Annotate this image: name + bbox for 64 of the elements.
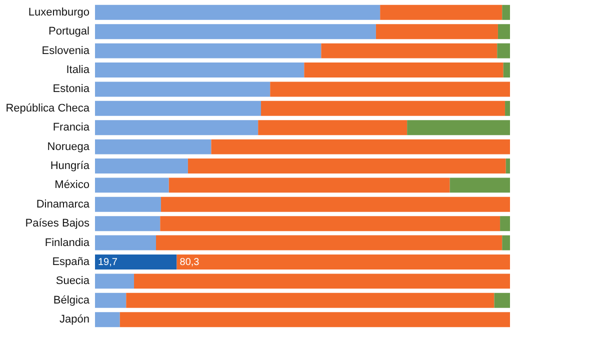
y-tick-label: Eslovenia: [42, 44, 90, 57]
bar: [95, 62, 304, 78]
bar: [160, 196, 510, 212]
bar: [95, 120, 258, 136]
bar: [95, 139, 212, 154]
bar: [160, 216, 500, 232]
bar: [95, 100, 261, 116]
bar: [211, 139, 510, 154]
bar: [95, 312, 120, 328]
data-label: 19,7: [98, 256, 118, 268]
bar: [156, 235, 502, 250]
bar: [120, 312, 510, 328]
y-tick-label: Noruega: [47, 140, 90, 153]
bar: [505, 100, 510, 116]
bar: [497, 43, 510, 58]
bar: [188, 158, 506, 174]
bar: [407, 120, 510, 136]
bar: [176, 254, 510, 270]
bar: [500, 216, 510, 232]
bar: [258, 120, 408, 136]
bar: [450, 178, 510, 193]
y-tick-label: Francia: [52, 122, 90, 134]
bar: [506, 158, 510, 174]
y-tick-label: Suecia: [56, 275, 90, 288]
bar: [95, 196, 161, 212]
bar: [376, 24, 498, 40]
bar: [95, 292, 126, 308]
bar: [95, 216, 160, 232]
y-tick-label: Luxemburgo: [28, 6, 90, 18]
bar: [95, 158, 188, 174]
y-tick-label: Bélgica: [53, 294, 90, 306]
bar: [134, 274, 510, 289]
y-tick-label: México: [54, 179, 90, 192]
y-tick-label: Italia: [66, 64, 90, 76]
bar: [95, 235, 156, 250]
bar: [503, 62, 510, 78]
bar: [494, 292, 510, 308]
bar: [321, 43, 498, 58]
bar: [261, 100, 506, 116]
bar: [304, 62, 504, 78]
bar: [380, 4, 502, 20]
bar: [502, 4, 510, 20]
bar: [95, 178, 169, 193]
bar: [498, 24, 510, 40]
y-tick-label: Portugal: [48, 26, 90, 38]
bar: [95, 274, 134, 289]
bar: [270, 82, 510, 97]
y-tick-label: Finlandia: [44, 236, 90, 249]
y-tick-label: Hungría: [50, 160, 90, 172]
bar: [168, 178, 450, 193]
y-tick-label: Países Bajos: [25, 218, 90, 230]
y-tick-label: Estonia: [52, 83, 90, 96]
bar: [502, 235, 510, 250]
bar: [95, 24, 376, 40]
y-tick-label: España: [52, 256, 90, 268]
y-tick-label: Dinamarca: [36, 198, 90, 210]
bar: [95, 82, 270, 97]
data-label: 80,3: [180, 256, 200, 268]
bar: [95, 4, 380, 20]
bar: [126, 292, 494, 308]
y-tick-label: Japón: [60, 314, 90, 326]
bar: [95, 254, 177, 270]
bar: [95, 43, 322, 58]
y-tick-label: República Checa: [6, 102, 90, 114]
